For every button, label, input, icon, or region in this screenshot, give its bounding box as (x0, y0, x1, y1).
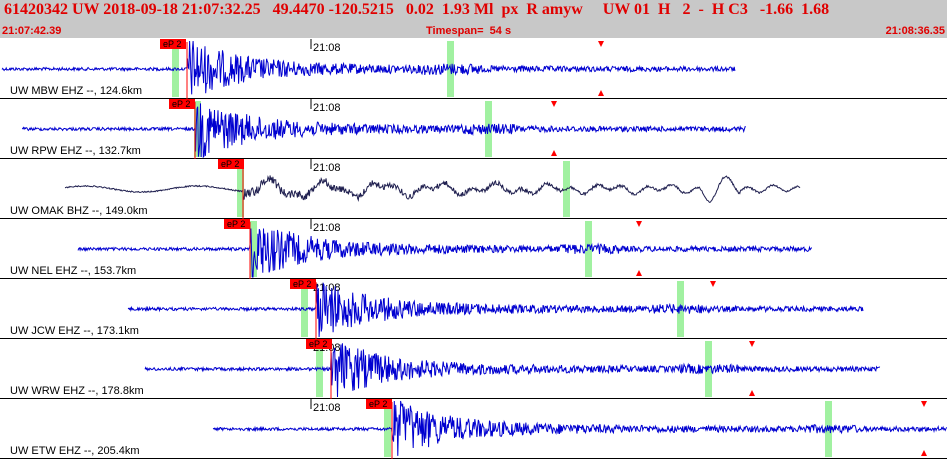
waveform-trace[interactable] (64, 175, 801, 203)
station-label: UW MBW EHZ --, 124.6km (10, 85, 142, 97)
pick-box[interactable] (306, 339, 332, 349)
amplitude-marker-icon (710, 281, 716, 287)
phase-window (194, 101, 201, 157)
pick-label[interactable]: eP 2 (221, 159, 239, 169)
amplitude-marker-icon (921, 401, 927, 407)
waveform-trace[interactable] (127, 281, 864, 338)
amplitude-marker-icon (921, 450, 927, 456)
amplitude-marker-icon (636, 221, 642, 227)
waveform-trace[interactable] (144, 343, 881, 398)
pick-label[interactable]: eP 2 (369, 399, 387, 409)
timespan: Timespan= 54 s (426, 25, 512, 37)
pick-box[interactable] (290, 279, 316, 289)
station-label: UW WRW EHZ --, 178.8km (10, 385, 144, 397)
waveform-trace[interactable] (21, 103, 746, 159)
amplitude-marker-icon (598, 90, 604, 96)
pick-label[interactable]: eP 2 (172, 99, 190, 109)
phase-window (237, 161, 244, 217)
amplitude-marker-icon (749, 390, 755, 396)
minute-label: 21:08 (313, 42, 341, 54)
pick-label[interactable]: eP 2 (163, 39, 181, 49)
seismogram-panels[interactable]: 21:08 eP 2 UW MBW EHZ --, 124.6km 21:08 eP 2… (0, 39, 947, 460)
amplitude-marker-icon (551, 101, 557, 107)
pick-box[interactable] (169, 99, 195, 109)
station-label: UW OMAK BHZ --, 149.0km (10, 205, 148, 217)
pick-label[interactable]: eP 2 (309, 339, 327, 349)
minute-label: 21:08 (313, 282, 341, 294)
minute-label: 21:08 (313, 102, 341, 114)
pick-box[interactable] (366, 399, 392, 409)
pick-label[interactable]: eP 2 (293, 279, 311, 289)
station-label: UW RPW EHZ --, 132.7km (10, 145, 141, 157)
minute-label: 21:08 (313, 162, 341, 174)
pick-label[interactable]: eP 2 (227, 219, 245, 229)
amplitude-marker-icon (749, 341, 755, 347)
phase-window (250, 221, 257, 277)
station-label: UW JCW EHZ --, 173.1km (10, 325, 139, 337)
phase-window (585, 221, 592, 277)
minute-label: 21:08 (313, 402, 341, 414)
start-time: 21:07:42.39 (2, 25, 62, 37)
waveform-trace[interactable] (1, 40, 736, 95)
waveform-trace[interactable] (212, 400, 947, 456)
event-header: 61420342 UW 2018-09-18 21:07:32.25 49.44… (0, 0, 947, 38)
minute-label: 21:08 (313, 222, 341, 234)
end-time: 21:08:36.35 (885, 25, 945, 37)
amplitude-marker-icon (636, 270, 642, 276)
amplitude-marker-icon (551, 150, 557, 156)
pick-box[interactable] (224, 219, 250, 229)
station-label: UW NEL EHZ --, 153.7km (10, 265, 136, 277)
pick-box[interactable] (160, 39, 186, 49)
waveform-trace[interactable] (77, 228, 813, 278)
amplitude-marker-icon (598, 41, 604, 47)
station-label: UW ETW EHZ --, 205.4km (10, 445, 140, 457)
phase-window (301, 281, 308, 337)
event-summary: 61420342 UW 2018-09-18 21:07:32.25 49.44… (4, 1, 830, 18)
pick-box[interactable] (218, 159, 244, 169)
